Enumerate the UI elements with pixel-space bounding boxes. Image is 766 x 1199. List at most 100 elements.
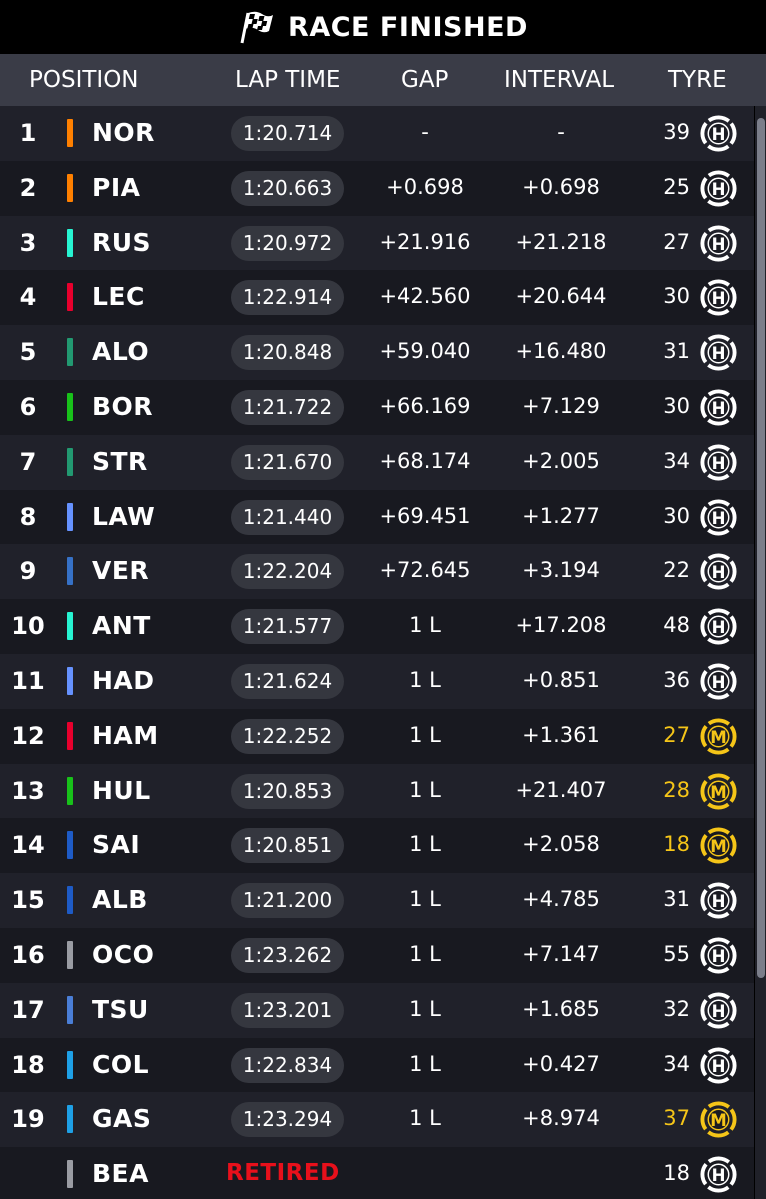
lap-time-pill: 1:22.834 bbox=[231, 1047, 344, 1083]
driver-code: ALO bbox=[92, 337, 150, 367]
driver-code: HAD bbox=[92, 665, 155, 695]
tyre-laps: 36 bbox=[663, 667, 690, 692]
interval-value: +1.361 bbox=[522, 722, 600, 747]
gap-value: 1 L bbox=[409, 941, 441, 966]
hard-tyre-icon: H bbox=[700, 170, 737, 207]
team-color-bar bbox=[67, 283, 73, 312]
lap-time-pill: 1:23.294 bbox=[231, 1102, 344, 1138]
table-row[interactable]: BEA RETIRED 18 H bbox=[0, 1147, 754, 1199]
column-header-lap-time: LAP TIME bbox=[235, 67, 341, 93]
gap-value: +66.169 bbox=[379, 393, 471, 418]
svg-text:H: H bbox=[712, 563, 726, 582]
table-row[interactable]: 16 OCO 1:23.262 1 L +7.147 55 H bbox=[0, 927, 754, 983]
tyre-laps: 25 bbox=[663, 174, 690, 199]
scrollbar-thumb[interactable] bbox=[757, 118, 765, 978]
table-row[interactable]: 5 ALO 1:20.848 +59.040 +16.480 31 H bbox=[0, 325, 754, 380]
tyre-laps: 30 bbox=[663, 393, 690, 418]
svg-text:H: H bbox=[712, 125, 726, 144]
table-row[interactable]: 11 HAD 1:21.624 1 L +0.851 36 H bbox=[0, 653, 754, 709]
column-header-position: POSITION bbox=[29, 67, 139, 93]
medium-tyre-icon: M bbox=[700, 773, 737, 810]
title-bar: RACE FINISHED bbox=[0, 0, 766, 54]
table-row[interactable]: 13 HUL 1:20.853 1 L +21.407 28 M bbox=[0, 763, 754, 819]
table-row[interactable]: 2 PIA 1:20.663 +0.698 +0.698 25 H bbox=[0, 160, 754, 216]
tyre-laps: 31 bbox=[663, 339, 690, 364]
table-row[interactable]: 1 NOR 1:20.714 - - 39 H bbox=[0, 106, 754, 161]
lap-time-pill: 1:22.252 bbox=[231, 718, 344, 754]
team-color-bar bbox=[67, 666, 73, 695]
hard-tyre-icon: H bbox=[700, 1156, 737, 1193]
tyre-laps: 32 bbox=[663, 996, 690, 1021]
interval-value: +21.218 bbox=[515, 229, 607, 254]
team-color-bar bbox=[67, 940, 73, 969]
gap-value: +21.916 bbox=[379, 229, 471, 254]
lap-time-pill: 1:21.624 bbox=[231, 663, 344, 699]
position-number: 14 bbox=[11, 831, 45, 860]
table-row[interactable]: 15 ALB 1:21.200 1 L +4.785 31 H bbox=[0, 873, 754, 928]
driver-code: ANT bbox=[92, 611, 151, 641]
table-row[interactable]: 8 LAW 1:21.440 +69.451 +1.277 30 H bbox=[0, 489, 754, 545]
hard-tyre-icon: H bbox=[700, 1047, 737, 1084]
svg-text:H: H bbox=[712, 344, 726, 363]
interval-value: +17.208 bbox=[515, 613, 607, 638]
table-row[interactable]: 9 VER 1:22.204 +72.645 +3.194 22 H bbox=[0, 544, 754, 600]
lap-time-pill: 1:22.204 bbox=[231, 554, 344, 590]
column-header-tyre: TYRE bbox=[668, 67, 727, 93]
position-number: 9 bbox=[19, 557, 37, 586]
medium-tyre-icon: M bbox=[700, 827, 737, 864]
column-header-gap: GAP bbox=[401, 67, 449, 93]
driver-code: COL bbox=[92, 1049, 150, 1079]
tyre-laps: 27 bbox=[663, 722, 690, 747]
gap-value: 1 L bbox=[409, 887, 441, 912]
hard-tyre-icon: H bbox=[700, 225, 737, 262]
gap-value: +68.174 bbox=[379, 448, 471, 473]
svg-text:M: M bbox=[710, 728, 726, 747]
tyre-laps: 30 bbox=[663, 284, 690, 309]
table-row[interactable]: 7 STR 1:21.670 +68.174 +2.005 34 H bbox=[0, 434, 754, 490]
position-number: 16 bbox=[11, 940, 45, 969]
retired-status: RETIRED bbox=[226, 1160, 340, 1187]
tyre-laps: 27 bbox=[663, 229, 690, 254]
team-color-bar bbox=[67, 557, 73, 586]
table-row[interactable]: 12 HAM 1:22.252 1 L +1.361 27 M bbox=[0, 708, 754, 764]
table-row[interactable]: 6 BOR 1:21.722 +66.169 +7.129 30 H bbox=[0, 379, 754, 435]
medium-tyre-icon: M bbox=[700, 1101, 737, 1138]
interval-value: +0.698 bbox=[522, 174, 600, 199]
gap-value: +59.040 bbox=[379, 339, 471, 364]
interval-value: +0.851 bbox=[522, 667, 600, 692]
position-number: 3 bbox=[19, 228, 37, 257]
table-row[interactable]: 17 TSU 1:23.201 1 L +1.685 32 H bbox=[0, 982, 754, 1038]
gap-value: +69.451 bbox=[379, 503, 471, 528]
team-color-bar bbox=[67, 886, 73, 915]
svg-text:H: H bbox=[712, 892, 726, 911]
hard-tyre-icon: H bbox=[700, 992, 737, 1029]
svg-text:H: H bbox=[712, 289, 726, 308]
driver-code: LEC bbox=[92, 282, 145, 312]
svg-text:H: H bbox=[712, 180, 726, 199]
lap-time-pill: 1:20.853 bbox=[231, 773, 344, 809]
tyre-laps: 28 bbox=[663, 777, 690, 802]
gap-value: 1 L bbox=[409, 1106, 441, 1131]
driver-code: HAM bbox=[92, 720, 159, 750]
svg-text:H: H bbox=[712, 234, 726, 253]
position-number: 7 bbox=[19, 447, 37, 476]
svg-text:M: M bbox=[710, 1111, 726, 1130]
table-row[interactable]: 10 ANT 1:21.577 1 L +17.208 48 H bbox=[0, 599, 754, 654]
table-row[interactable]: 18 COL 1:22.834 1 L +0.427 34 H bbox=[0, 1037, 754, 1093]
position-number: 18 bbox=[11, 1050, 45, 1079]
table-row[interactable]: 3 RUS 1:20.972 +21.916 +21.218 27 H bbox=[0, 215, 754, 271]
lap-time-pill: 1:23.201 bbox=[231, 992, 344, 1028]
table-row[interactable]: 4 LEC 1:22.914 +42.560 +20.644 30 H bbox=[0, 270, 754, 326]
table-row[interactable]: 19 GAS 1:23.294 1 L +8.974 37 M bbox=[0, 1092, 754, 1148]
interval-value: +8.974 bbox=[522, 1106, 600, 1131]
interval-value: +20.644 bbox=[515, 284, 607, 309]
driver-code: GAS bbox=[92, 1104, 152, 1134]
driver-code: LAW bbox=[92, 501, 156, 531]
table-row[interactable]: 14 SAI 1:20.851 1 L +2.058 18 M bbox=[0, 818, 754, 874]
svg-text:M: M bbox=[710, 837, 726, 856]
svg-text:M: M bbox=[710, 782, 726, 801]
team-color-bar bbox=[67, 995, 73, 1024]
team-color-bar bbox=[67, 831, 73, 860]
driver-code: VER bbox=[92, 556, 150, 586]
page-title: RACE FINISHED bbox=[288, 11, 528, 43]
